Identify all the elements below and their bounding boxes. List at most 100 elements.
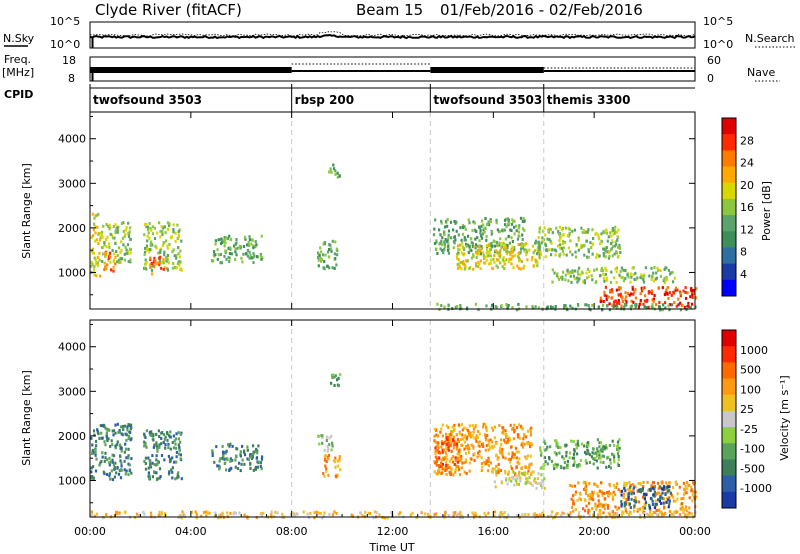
cell <box>448 432 451 436</box>
cell <box>631 490 634 494</box>
cell <box>123 450 126 454</box>
cell <box>473 436 476 440</box>
cell <box>664 511 667 515</box>
cell <box>474 511 477 515</box>
cell <box>108 245 111 249</box>
cell <box>463 470 466 474</box>
cell <box>336 171 339 175</box>
cell <box>158 221 161 225</box>
cell <box>612 483 616 487</box>
freq-label: Freq. <box>4 53 31 66</box>
nsky-trace <box>89 31 696 48</box>
cell <box>103 268 106 272</box>
cell <box>592 513 595 517</box>
cell <box>663 505 666 509</box>
cell <box>477 252 480 256</box>
cell <box>564 273 567 277</box>
cell <box>540 451 543 455</box>
cell <box>608 512 611 516</box>
cell <box>666 489 669 493</box>
cell <box>652 271 655 275</box>
cell <box>609 458 612 462</box>
cell <box>510 262 513 266</box>
nsearch-label: N.Search <box>745 32 795 45</box>
ytick-label: 3000 <box>58 385 86 398</box>
cell <box>657 305 661 309</box>
cell <box>587 228 590 232</box>
ytick-label: 4000 <box>58 133 86 146</box>
cell <box>595 256 598 259</box>
cell <box>144 467 148 471</box>
cell <box>518 457 521 461</box>
cell <box>584 482 588 486</box>
cell <box>617 286 621 290</box>
cell <box>516 460 519 464</box>
cell <box>244 252 248 256</box>
cell <box>525 253 528 257</box>
cell <box>573 484 577 488</box>
cell <box>607 504 610 508</box>
station-title: Clyde River (fitACF) <box>95 1 242 19</box>
cell <box>639 488 642 491</box>
cell <box>178 445 181 449</box>
cell <box>637 305 640 309</box>
cell <box>638 507 641 511</box>
nsky-tick-bottom: 10^0 <box>50 38 80 51</box>
cell <box>459 510 462 514</box>
cell <box>604 248 607 252</box>
cell <box>211 451 214 455</box>
cell <box>624 509 627 513</box>
cell <box>518 423 521 427</box>
cell <box>514 254 517 258</box>
cell <box>147 231 150 235</box>
cell <box>690 286 693 290</box>
cell <box>485 258 488 262</box>
cell <box>586 230 589 234</box>
cell <box>478 262 481 266</box>
cell <box>243 513 246 517</box>
nave-tick-bottom: 0 <box>707 72 714 85</box>
cell <box>223 244 226 248</box>
ytick-label: 4000 <box>58 341 86 354</box>
cell <box>593 482 596 486</box>
cell <box>605 297 608 301</box>
cell <box>611 239 614 243</box>
cell <box>574 493 577 497</box>
cell <box>612 453 615 457</box>
cell <box>104 426 107 430</box>
cell <box>323 241 327 245</box>
cell <box>441 434 444 438</box>
cell <box>664 301 667 305</box>
cell <box>599 481 603 485</box>
cell <box>433 470 436 474</box>
cell <box>168 471 171 475</box>
cell <box>559 445 562 449</box>
cell <box>574 443 577 447</box>
nsky-line <box>89 33 696 40</box>
cell <box>465 446 468 450</box>
cell <box>671 303 674 307</box>
cell <box>685 513 688 517</box>
cell <box>513 430 516 434</box>
cell <box>114 444 117 448</box>
cell <box>211 449 214 453</box>
cell <box>686 291 689 295</box>
velocity-ylabel: Slant Range [km] <box>20 370 33 466</box>
cell <box>113 466 117 470</box>
cell <box>236 467 240 471</box>
cell <box>596 516 599 520</box>
cell <box>437 443 440 447</box>
cell <box>590 246 593 250</box>
cell <box>467 218 470 222</box>
cell <box>569 511 572 515</box>
colorbar-swatch <box>722 118 736 135</box>
cell <box>638 500 641 504</box>
cell <box>509 445 513 449</box>
data-region-8 <box>493 469 546 490</box>
cell <box>648 488 651 491</box>
cell <box>587 255 590 259</box>
cell <box>496 457 499 461</box>
cell <box>602 254 605 258</box>
cell <box>471 229 474 233</box>
cell <box>163 241 166 245</box>
